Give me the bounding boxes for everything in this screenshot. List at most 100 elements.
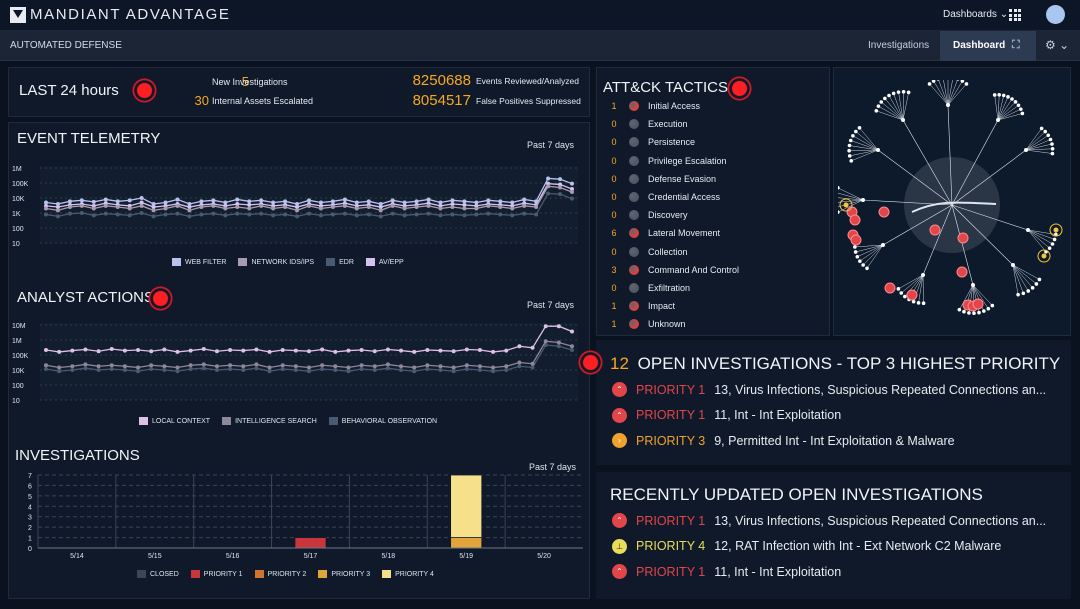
graph-node[interactable] (865, 266, 869, 271)
graph-node[interactable] (1050, 147, 1055, 151)
data-point[interactable] (201, 366, 206, 371)
data-point[interactable] (214, 349, 219, 354)
event-telemetry-legend-item[interactable]: NETWORK IDS/IPS (238, 258, 314, 266)
graph-node[interactable] (936, 80, 940, 81)
data-point[interactable] (199, 212, 204, 217)
data-point[interactable] (451, 365, 456, 370)
tactic-row[interactable]: 1 Impact (606, 301, 675, 312)
data-point[interactable] (534, 205, 539, 210)
investigations-legend-item[interactable]: PRIORITY 3 (318, 570, 370, 578)
data-point[interactable] (330, 205, 335, 210)
data-point[interactable] (175, 365, 180, 370)
data-point[interactable] (283, 205, 288, 210)
data-point[interactable] (149, 367, 154, 372)
data-point[interactable] (254, 362, 259, 367)
data-point[interactable] (530, 361, 535, 366)
data-point[interactable] (556, 344, 561, 349)
data-point[interactable] (57, 365, 62, 370)
data-point[interactable] (103, 211, 108, 216)
data-point[interactable] (83, 366, 88, 371)
data-point[interactable] (307, 198, 311, 203)
data-point[interactable] (318, 206, 323, 211)
graph-node[interactable] (1050, 242, 1055, 246)
data-point[interactable] (70, 368, 75, 373)
data-point[interactable] (247, 206, 252, 211)
data-point[interactable] (228, 363, 233, 368)
tactic-row[interactable]: 0 Execution (606, 119, 688, 130)
data-point[interactable] (346, 365, 351, 370)
data-point[interactable] (425, 367, 430, 372)
data-point[interactable] (151, 205, 156, 210)
data-point[interactable] (259, 203, 264, 208)
data-point[interactable] (438, 368, 443, 373)
data-point[interactable] (79, 203, 84, 208)
data-point[interactable] (163, 212, 168, 217)
data-point[interactable] (474, 206, 479, 211)
data-point[interactable] (151, 214, 156, 219)
data-point[interactable] (546, 184, 551, 189)
graph-node[interactable] (1043, 129, 1048, 134)
data-point[interactable] (175, 211, 180, 216)
event-telemetry-legend-item[interactable]: EDR (326, 258, 354, 266)
graph-node[interactable] (857, 126, 862, 130)
data-point[interactable] (175, 369, 180, 374)
data-point[interactable] (259, 211, 264, 216)
data-point[interactable] (70, 348, 75, 353)
data-point[interactable] (517, 360, 522, 365)
data-point[interactable] (307, 369, 311, 374)
data-point[interactable] (372, 368, 377, 373)
settings-gear-icon[interactable]: ⚙ ⌄ (1045, 38, 1070, 52)
data-point[interactable] (366, 212, 371, 217)
data-point[interactable] (254, 366, 259, 371)
data-point[interactable] (546, 191, 551, 196)
data-point[interactable] (91, 206, 96, 211)
data-point[interactable] (390, 198, 395, 203)
event-telemetry-legend-item[interactable]: WEB FILTER (172, 258, 226, 266)
graph-node[interactable] (956, 80, 960, 81)
graph-node[interactable] (1046, 133, 1051, 138)
graph-node[interactable] (896, 287, 901, 291)
graph-node[interactable] (921, 301, 926, 306)
data-point[interactable] (127, 206, 132, 211)
data-point[interactable] (570, 190, 574, 195)
data-point[interactable] (151, 208, 156, 213)
data-point[interactable] (385, 347, 390, 352)
event-telemetry-legend-item[interactable]: AV/EPP (365, 258, 404, 266)
data-point[interactable] (451, 349, 456, 354)
data-point[interactable] (96, 364, 101, 369)
graph-node[interactable] (1050, 142, 1054, 146)
data-point[interactable] (280, 348, 285, 352)
data-point[interactable] (414, 199, 419, 204)
data-point[interactable] (122, 364, 127, 369)
data-point[interactable] (399, 348, 404, 353)
data-point[interactable] (342, 203, 347, 208)
data-point[interactable] (425, 348, 430, 352)
data-point[interactable] (44, 348, 48, 352)
data-point[interactable] (477, 364, 482, 369)
data-point[interactable] (267, 369, 272, 374)
data-point[interactable] (462, 206, 467, 211)
data-point[interactable] (223, 200, 228, 205)
tactic-row[interactable]: 0 Defense Evasion (606, 173, 716, 184)
data-point[interactable] (414, 212, 419, 217)
graph-node[interactable] (1021, 291, 1026, 296)
data-point[interactable] (235, 211, 240, 216)
tactic-row[interactable]: 3 Command And Control (606, 264, 739, 275)
data-point[interactable] (55, 214, 60, 219)
data-point[interactable] (57, 349, 62, 354)
graph-node[interactable] (853, 245, 857, 249)
data-point[interactable] (333, 364, 338, 369)
data-point[interactable] (271, 200, 276, 205)
graph-node[interactable] (1030, 286, 1035, 290)
data-point[interactable] (558, 185, 563, 190)
data-point[interactable] (149, 363, 154, 368)
data-point[interactable] (187, 214, 192, 219)
data-point[interactable] (96, 349, 101, 354)
data-point[interactable] (412, 369, 417, 374)
data-point[interactable] (504, 364, 509, 369)
data-point[interactable] (359, 367, 364, 372)
graph-node[interactable] (899, 291, 904, 295)
data-point[interactable] (235, 205, 240, 210)
data-point[interactable] (320, 367, 325, 372)
data-point[interactable] (267, 349, 272, 354)
